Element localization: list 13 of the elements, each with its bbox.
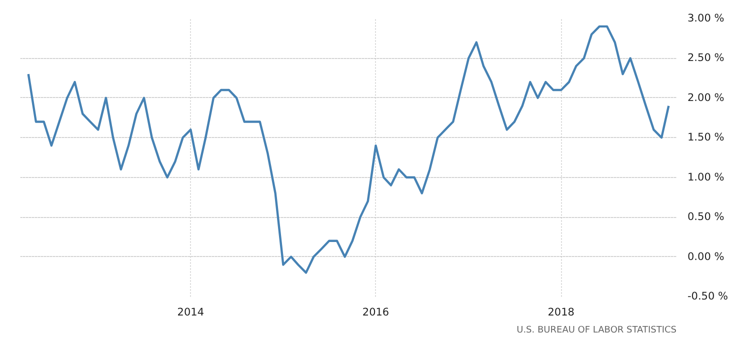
y-tick-label: 3.00 % [688,12,724,24]
y-tick-label: 2.00 % [688,92,724,104]
x-tick-label: 2014 [177,306,204,318]
x-tick-label: 2018 [548,306,574,318]
line-series [27,25,670,274]
y-tick-label: -0.50 % [688,290,728,302]
y-tick-label: 1.50 % [688,132,724,144]
y-tick-label: 1.00 % [688,171,724,184]
x-tick-label: 2016 [362,306,390,318]
text: U.S. BUREAU OF LABOR STATISTICS [516,326,677,336]
y-tick-label: 0.50 % [688,211,724,224]
y-tick-label: 0.00 % [688,250,724,263]
y-tick-label: 2.50 % [688,52,724,64]
